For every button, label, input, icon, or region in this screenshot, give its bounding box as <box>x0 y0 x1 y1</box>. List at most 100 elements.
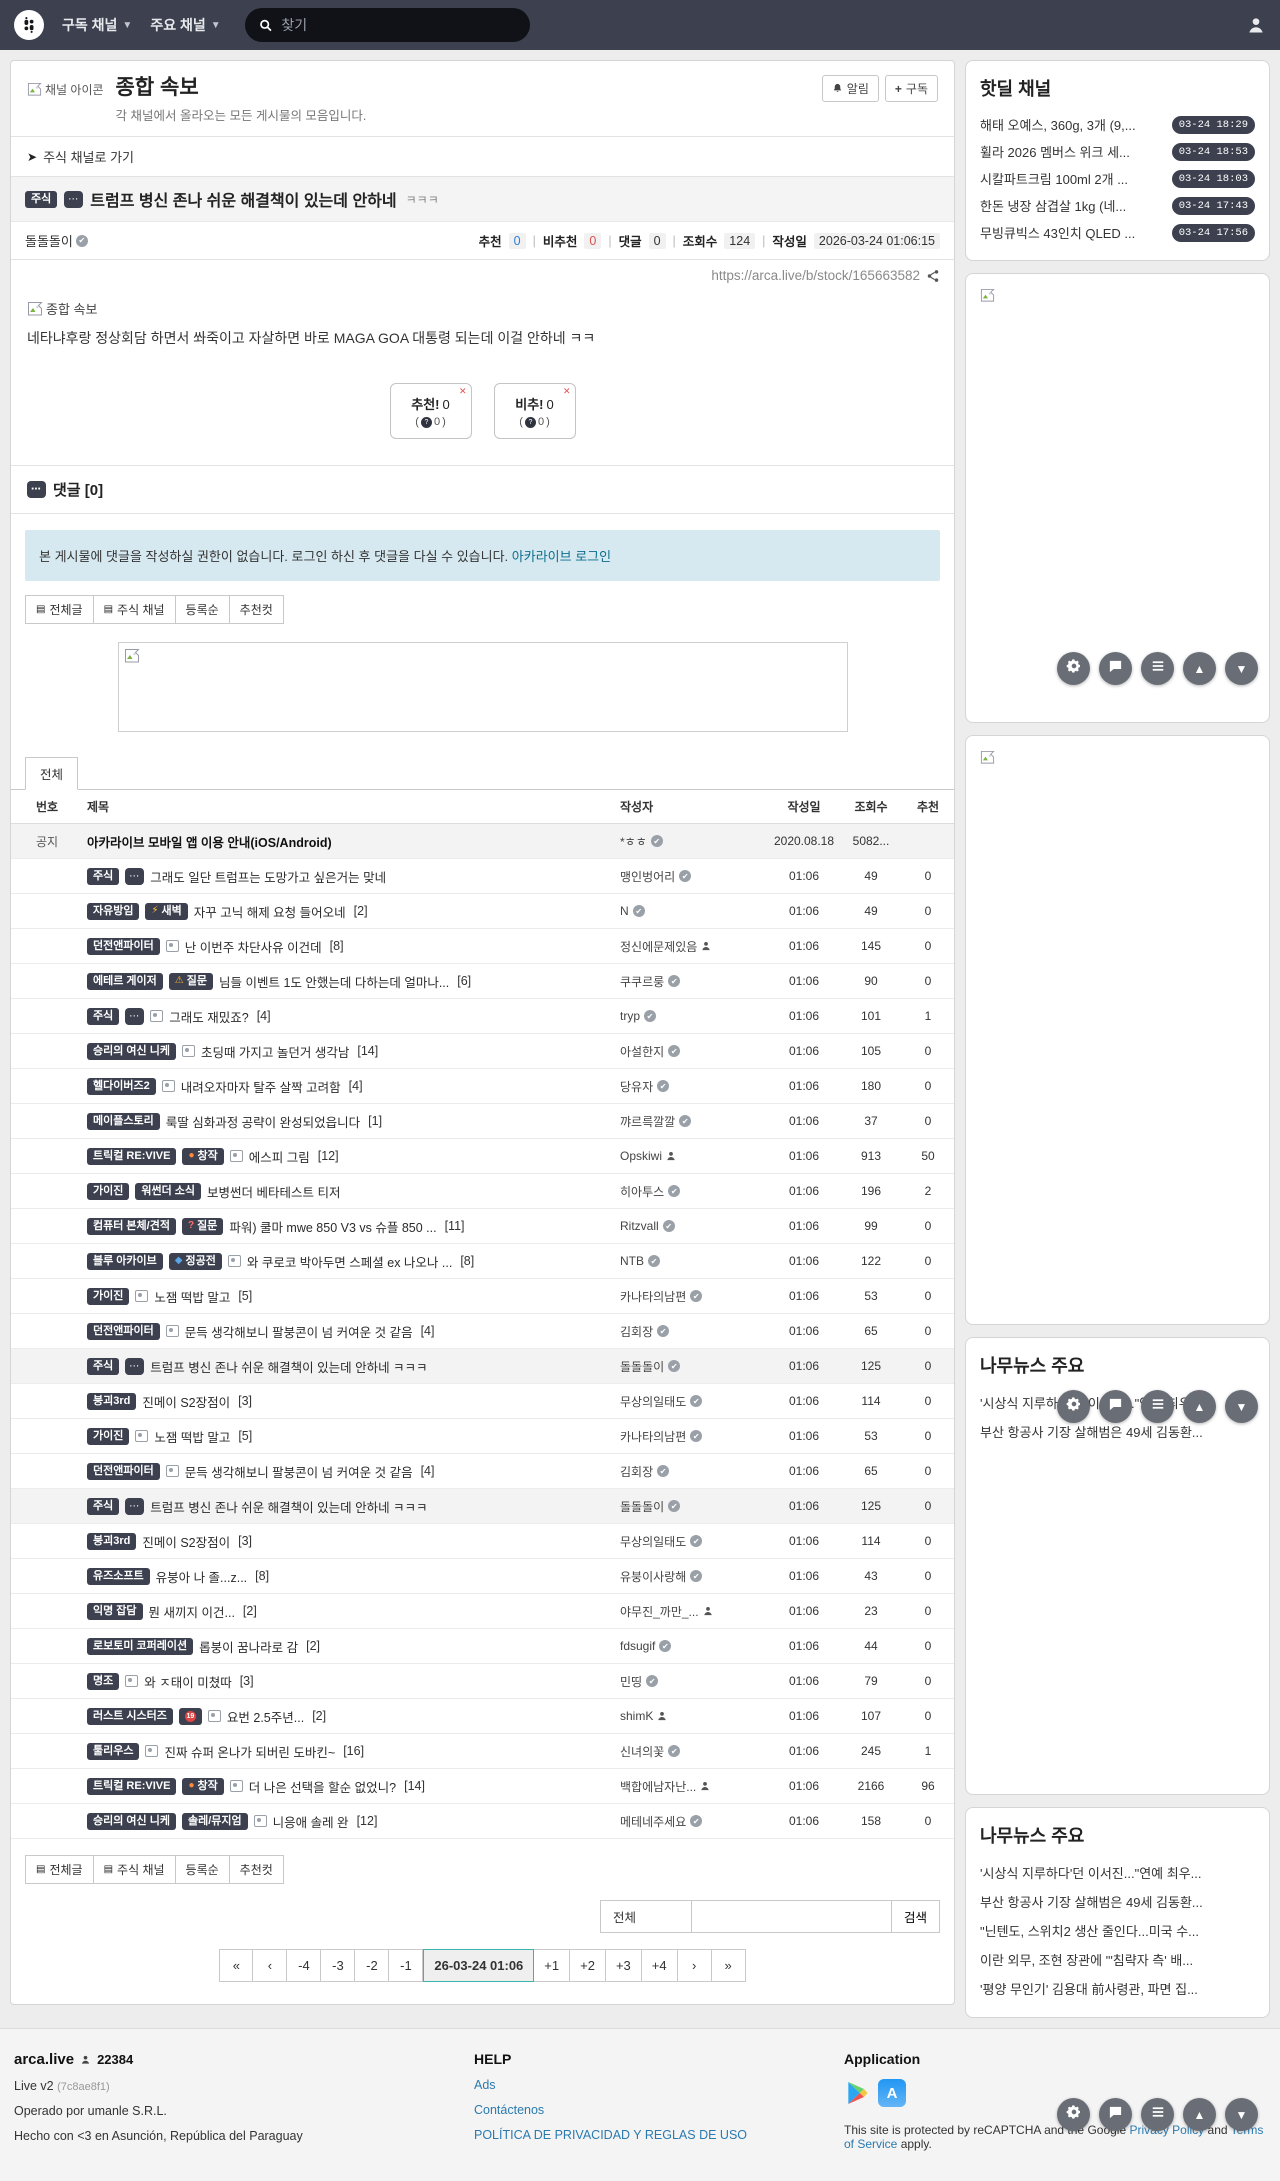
nav-subscribed-channels[interactable]: 구독 채널 ▼ <box>62 15 132 35</box>
row-author-cell[interactable]: 정신에문제있음 <box>616 928 768 965</box>
table-row[interactable]: 가이진 노잼 떡밥 말고 [5] 카나타의남편 ✔ 01:06 53 0 <box>11 1278 954 1315</box>
board-tab-등록순[interactable]: 등록순 <box>175 1855 230 1885</box>
settings-gear-button[interactable] <box>1057 652 1090 685</box>
row-title-cell[interactable]: 가이진 노잼 떡밥 말고 [5] <box>83 1278 616 1315</box>
category-badge[interactable]: ◆ 정공전 <box>168 1252 222 1270</box>
row-author-cell[interactable]: 무상의일태도 ✔ <box>616 1383 768 1420</box>
category-badge[interactable]: 주식 <box>87 1497 120 1515</box>
row-author-cell[interactable]: Opskiwi <box>616 1138 768 1175</box>
row-title-cell[interactable]: 붕괴3rd 진메이 S2장점이 [3] <box>83 1383 616 1420</box>
category-badge[interactable]: 가이진 <box>87 1182 130 1200</box>
table-row[interactable]: 승리의 여신 니케 초딩때 가지고 놀던거 생각남 [14] 아설한지 ✔ 01:06 10… <box>11 1033 954 1070</box>
share-icon[interactable] <box>926 269 940 283</box>
scroll-up-button[interactable]: ▲ <box>1183 1390 1216 1423</box>
board-tab-등록순[interactable]: 등록순 <box>175 595 230 625</box>
row-title-cell[interactable]: 유즈소프트 유붕아 나 졸...z... [8] <box>83 1558 616 1595</box>
page-button[interactable]: » <box>711 1949 746 1983</box>
page-button[interactable]: -3 <box>321 1949 356 1983</box>
hotdeal-item[interactable]: 휠라 2026 멤버스 위크 세... 03-24 18:53 <box>980 138 1255 165</box>
row-author-cell[interactable]: tryp ✔ <box>616 998 768 1035</box>
category-badge[interactable]: 19 <box>178 1707 202 1725</box>
board-search-input[interactable] <box>691 1900 892 1934</box>
post-url[interactable]: https://arca.live/b/stock/165663582 <box>711 268 920 284</box>
list-tab-all[interactable]: 전체 <box>25 757 79 791</box>
page-button[interactable]: +4 <box>641 1949 678 1983</box>
hotdeal-item[interactable]: 한돈 냉장 삼겹살 1kg (네... 03-24 17:43 <box>980 192 1255 219</box>
board-search-button[interactable]: 검색 <box>891 1900 940 1934</box>
chat-bubble-button[interactable] <box>1099 1390 1132 1423</box>
category-badge[interactable]: 트릭컬 RE:VIVE <box>87 1147 177 1165</box>
category-badge[interactable]: 가이진 <box>87 1287 130 1305</box>
row-author-cell[interactable]: 메테네주세요 ✔ <box>616 1803 768 1840</box>
table-row[interactable]: 로보토미 코퍼레이션 롭붕이 꿈나라로 감 [2] fdsugif ✔ 01:06 44 0 <box>11 1628 954 1665</box>
search-input[interactable] <box>281 17 516 33</box>
post-list-button[interactable] <box>1141 652 1174 685</box>
scroll-down-button[interactable]: ▼ <box>1225 652 1258 685</box>
table-row[interactable]: 던전앤파이터 문득 생각해보니 팔붕콘이 넘 커여운 것 같음 [4] 김회장 ✔ 01:… <box>11 1453 954 1490</box>
category-badge[interactable]: ? 질문 <box>181 1217 224 1235</box>
page-current[interactable]: 26-03-24 01:06 <box>423 1949 535 1983</box>
page-button[interactable]: +1 <box>534 1949 571 1983</box>
downvote-button[interactable]: ✕ 비추! 0 (? 0) <box>493 383 576 440</box>
app-store-icon[interactable]: A <box>878 2079 906 2107</box>
post-category-badge[interactable]: 주식 <box>25 190 58 208</box>
row-title-cell[interactable]: 던전앤파이터 문득 생각해보니 팔붕콘이 넘 커여운 것 같음 [4] <box>83 1453 616 1490</box>
table-row[interactable]: 트릭컬 RE:VIVE ● 창작 에스피 그림 [12] Opskiwi 01:06 913 5… <box>11 1138 954 1175</box>
row-title-cell[interactable]: 헬다이버즈2 내려오자마자 탈주 살짝 고려함 [4] <box>83 1068 616 1105</box>
table-row[interactable]: 트릭컬 RE:VIVE ● 창작 더 나은 선택을 할순 없었니? [14] 백합에남자난… <box>11 1768 954 1805</box>
category-badge[interactable]: 던전앤파이터 <box>87 1322 160 1340</box>
settings-gear-button[interactable] <box>1057 2098 1090 2131</box>
table-row[interactable]: 주식 ⋯ 트럼프 병신 존나 쉬운 해결책이 있는데 안하네 ㅋㅋㅋ 돌돌돌이 ✔ 01:… <box>11 1348 954 1385</box>
row-title-cell[interactable]: 블루 아카이브 ◆ 정공전 와 쿠로코 박아두면 스페셜 ex 나오나 ... [8] <box>83 1243 616 1280</box>
row-title-cell[interactable]: 메이플스토리 룩딸 심화과정 공략이 완성되었읍니다 [1] <box>83 1103 616 1140</box>
row-author-cell[interactable]: 맹인벙어리 ✔ <box>616 858 768 895</box>
category-badge[interactable]: 주식 <box>87 1007 120 1025</box>
search-scope-select[interactable]: 전체 <box>599 1900 692 1934</box>
notify-button[interactable]: 알림 <box>821 75 879 102</box>
page-button[interactable]: +2 <box>570 1949 606 1983</box>
category-badge[interactable]: ⚡ 새벽 <box>145 902 188 920</box>
table-row[interactable]: 익명 잡담 뭔 새끼지 이건... [2] 야무진_까만_... 01:06 23 0 <box>11 1593 954 1630</box>
row-author-cell[interactable]: 민띵 ✔ <box>616 1663 768 1700</box>
row-author-cell[interactable]: 카나타의남편 ✔ <box>616 1418 768 1455</box>
google-play-icon[interactable] <box>844 2079 870 2107</box>
news-item[interactable]: '평양 무인기' 김용대 前사령관, 파면 집... <box>980 1982 1198 1997</box>
table-row[interactable]: 컴퓨터 본체/견적? 질문 파워) 쿨마 mwe 850 V3 vs 슈플 850 … <box>11 1208 954 1245</box>
footer-link-ads[interactable]: Ads <box>474 2078 496 2092</box>
news-item[interactable]: 부산 항공사 기장 살해범은 49세 김동환... <box>980 1425 1203 1440</box>
row-author-cell[interactable]: 유붕이사랑해 ✔ <box>616 1558 768 1595</box>
page-button[interactable]: ‹ <box>253 1949 288 1983</box>
category-badge[interactable]: 던전앤파이터 <box>87 937 160 955</box>
news-item[interactable]: 부산 항공사 기장 살해범은 49세 김동환... <box>980 1895 1203 1910</box>
page-button[interactable]: +3 <box>605 1949 642 1983</box>
table-row[interactable]: 유즈소프트 유붕아 나 졸...z... [8] 유붕이사랑해 ✔ 01:06 43 0 <box>11 1558 954 1595</box>
page-button[interactable]: -4 <box>287 1949 322 1983</box>
row-author-cell[interactable]: 돌돌돌이 ✔ <box>616 1348 768 1385</box>
row-title-cell[interactable]: 자유방임 ⚡ 새벽 자꾸 고닉 해제 요청 들어오네 [2] <box>83 893 616 930</box>
table-row[interactable]: 툴리우스 진짜 슈퍼 온나가 되버린 도바킨~ [16] 신녀의꽃 ✔ 01:06 245 1 <box>11 1733 954 1770</box>
row-author-cell[interactable]: 히아투스 ✔ <box>616 1173 768 1210</box>
news-item[interactable]: 이란 외무, 조현 장관에 "'침략자 측' 배... <box>980 1953 1194 1968</box>
row-title-cell[interactable]: 컴퓨터 본체/견적? 질문 파워) 쿨마 mwe 850 V3 vs 슈플 850 … <box>83 1208 616 1245</box>
post-list-button[interactable] <box>1141 2098 1174 2131</box>
table-row[interactable]: 블루 아카이브 ◆ 정공전 와 쿠로코 박아두면 스페셜 ex 나오나 ... [8] N… <box>11 1243 954 1280</box>
row-author-cell[interactable]: 꺄르륵깔깔 ✔ <box>616 1103 768 1140</box>
category-badge[interactable]: 유즈소프트 <box>87 1567 150 1585</box>
row-author-cell[interactable]: 백합에남자난... <box>616 1768 768 1805</box>
arca-logo-icon[interactable] <box>14 10 44 40</box>
row-author-cell[interactable]: Ritzvall ✔ <box>616 1208 768 1245</box>
news-item[interactable]: "닌텐도, 스위치2 생산 줄인다...미국 수... <box>980 1924 1200 1939</box>
category-badge[interactable]: 자유방임 <box>87 902 140 920</box>
table-row[interactable]: 붕괴3rd 진메이 S2장점이 [3] 무상의일태도 ✔ 01:06 114 0 <box>11 1383 954 1420</box>
category-badge[interactable]: 익명 잡담 <box>87 1602 143 1620</box>
category-badge[interactable]: 승리의 여신 니케 <box>87 1042 176 1060</box>
table-row[interactable]: 가이진 워썬더 소식 보병썬더 베타테스트 티저 히아투스 ✔ 01:06 196 2 <box>11 1173 954 1210</box>
row-title-cell[interactable]: 주식 ⋯ 트럼프 병신 존나 쉬운 해결책이 있는데 안하네 ㅋㅋㅋ <box>83 1348 616 1385</box>
category-badge[interactable]: 주식 <box>87 867 120 885</box>
row-title-cell[interactable]: 주식 ⋯ 트럼프 병신 존나 쉬운 해결책이 있는데 안하네 ㅋㅋㅋ <box>83 1488 616 1525</box>
row-title-cell[interactable]: 에테르 게이저 ⚠ 질문 님들 이벤트 1도 안했는데 다하는데 얼마나... [6] <box>83 963 616 1000</box>
category-badge[interactable]: 워썬더 소식 <box>135 1182 202 1200</box>
row-author-cell[interactable]: 돌돌돌이 ✔ <box>616 1488 768 1525</box>
table-row[interactable]: 명조 와 ㅈ태이 미쳤따 [3] 민띵 ✔ 01:06 79 0 <box>11 1663 954 1700</box>
row-title-cell[interactable]: 트릭컬 RE:VIVE ● 창작 더 나은 선택을 할순 없었니? [14] <box>83 1768 616 1805</box>
